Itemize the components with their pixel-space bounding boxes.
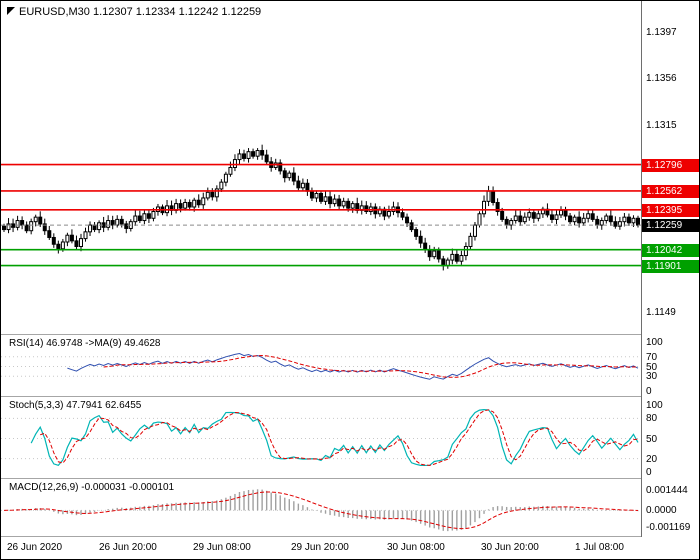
macd-tick-label: 0.0000 [646, 505, 677, 516]
rsi-chart[interactable] [1, 335, 641, 396]
main-chart-panel[interactable] [1, 1, 641, 334]
stochastic-chart[interactable] [1, 397, 641, 478]
resistance-level-label: 1.12395 [642, 204, 699, 217]
rsi-label: RSI(14) 46.9748 ->MA(9) 49.4628 [9, 338, 161, 349]
macd-label: MACD(12,26,9) -0.000031 -0.000101 [9, 482, 175, 493]
stochastic-panel[interactable] [1, 397, 641, 478]
time-axis-label: 1 Jul 08:00 [575, 542, 624, 553]
stochastic-tick-label: 0 [646, 467, 652, 478]
time-axis[interactable]: 26 Jun 2020 26 Jun 20:00 29 Jun 08:00 29 Ju… [1, 537, 699, 559]
time-axis-label: 30 Jun 20:00 [481, 542, 539, 553]
resistance-level-label: 1.12796 [642, 159, 699, 172]
macd-tick-label: 0.001444 [646, 485, 688, 496]
panel-separator [1, 396, 699, 397]
price-tick-label: 1.1356 [646, 73, 677, 84]
stochastic-tick-label: 50 [646, 434, 658, 445]
stochastic-tick-label: 80 [646, 413, 658, 424]
time-axis-label: 26 Jun 2020 [7, 542, 63, 553]
time-axis-label: 26 Jun 20:00 [99, 542, 157, 553]
macd-chart[interactable] [1, 479, 641, 536]
rsi-tick-label: 100 [646, 337, 663, 348]
rsi-panel[interactable] [1, 335, 641, 396]
panel-separator [1, 536, 699, 537]
panel-separator [1, 478, 699, 479]
time-axis-label: 30 Jun 08:00 [387, 542, 445, 553]
support-level-label: 1.11901 [642, 260, 699, 273]
price-tick-label: 1.1397 [646, 27, 677, 38]
price-tick-label: 1.1149 [646, 307, 676, 318]
price-scale[interactable]: 1.1397 1.1356 1.1315 1.1149 1.12796 1.12562 1.… [641, 1, 699, 537]
rsi-tick-label: 0 [646, 386, 652, 397]
candlestick-chart[interactable] [1, 1, 641, 334]
stochastic-label: Stoch(5,3,3) 47.7941 62.6455 [9, 400, 142, 411]
rsi-tick-label: 70 [646, 352, 658, 363]
support-level-label: 1.12042 [642, 244, 699, 257]
current-price-label: 1.12259 [642, 219, 699, 232]
stochastic-tick-label: 20 [646, 454, 658, 465]
panel-separator [1, 334, 699, 335]
stochastic-tick-label: 100 [646, 400, 663, 411]
price-tick-label: 1.1315 [646, 120, 677, 131]
chart-corner-marker-icon [7, 7, 15, 15]
resistance-level-label: 1.12562 [642, 185, 699, 198]
macd-tick-label: -0.001169 [646, 522, 691, 533]
time-axis-label: 29 Jun 08:00 [193, 542, 251, 553]
rsi-tick-label: 30 [646, 371, 658, 382]
time-axis-label: 29 Jun 20:00 [291, 542, 349, 553]
macd-panel[interactable] [1, 479, 641, 536]
rsi-tick-label: 50 [646, 362, 658, 373]
chart-ohlc-header: EURUSD,M30 1.12307 1.12334 1.12242 1.122… [19, 6, 262, 18]
